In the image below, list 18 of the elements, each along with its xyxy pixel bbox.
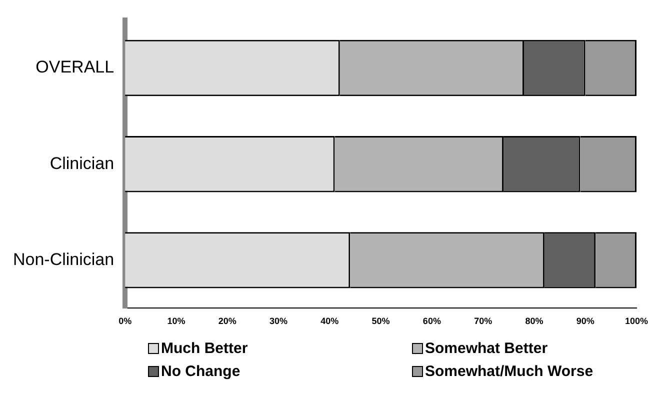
legend-label: Somewhat Better bbox=[425, 340, 548, 357]
x-tick-label: 90% bbox=[576, 316, 594, 326]
x-tick-label: 30% bbox=[270, 316, 288, 326]
x-tick-label: 60% bbox=[422, 316, 441, 326]
x-tick-label: 50% bbox=[372, 316, 390, 326]
legend-label: No Change bbox=[161, 363, 240, 380]
x-tick-label: 100% bbox=[624, 316, 648, 326]
x-tick-label: 20% bbox=[218, 316, 236, 326]
x-tick-label: 40% bbox=[320, 316, 339, 326]
x-tick-label: 0% bbox=[118, 316, 132, 326]
y-tick-label: Non-Clinician bbox=[12, 250, 114, 269]
x-tick-label: 10% bbox=[167, 316, 186, 326]
legend-label: Much Better bbox=[161, 340, 248, 357]
x-tick-label: 70% bbox=[474, 316, 492, 326]
legend-label: Somewhat/Much Worse bbox=[425, 363, 594, 380]
x-tick-label: 80% bbox=[525, 316, 544, 326]
y-tick-label: OVERALL bbox=[36, 58, 114, 77]
y-tick-label: Clinician bbox=[50, 154, 114, 173]
